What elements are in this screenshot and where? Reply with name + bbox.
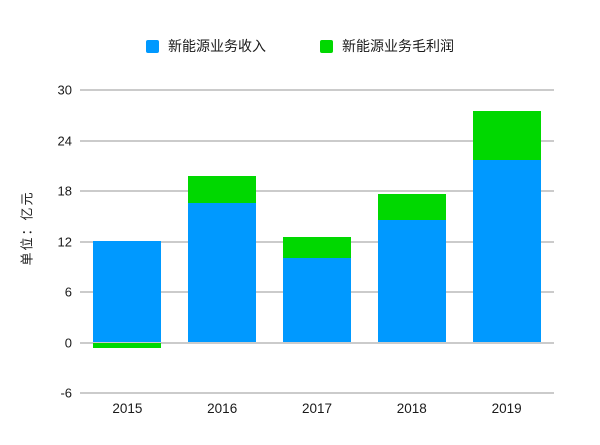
bar-2018-gross-profit — [377, 193, 446, 221]
legend-swatch-gross-profit — [320, 39, 333, 53]
gridline-24 — [80, 139, 554, 142]
bar-2017-revenue — [283, 258, 351, 343]
legend-label-gross-profit: 新能源业务毛利润 — [342, 38, 454, 54]
bar-2015-gross-profit — [93, 342, 162, 348]
plot-area: 30 24 18 12 6 0 -6 2015 2016 2017 2018 2019 — [58, 84, 554, 416]
gridline-0 — [80, 341, 554, 344]
y-tick-label-12: 12 — [57, 234, 72, 249]
x-axis-label-2019: 2019 — [491, 401, 522, 416]
x-axis-label-2018: 2018 — [396, 401, 427, 416]
y-tick-label-18: 18 — [57, 183, 72, 199]
legend-item-gross-profit: 新能源业务毛利润 — [320, 36, 454, 56]
bar-2016-revenue — [188, 202, 257, 343]
gridline-30 — [80, 89, 554, 91]
legend-label-revenue: 新能源业务收入 — [168, 38, 266, 54]
x-axis-label-2015: 2015 — [112, 401, 143, 416]
x-axis-label-2016: 2016 — [207, 401, 238, 416]
bar-2018-revenue — [377, 220, 446, 343]
y-tick-label-24: 24 — [57, 133, 72, 148]
gridline--6 — [80, 392, 554, 394]
bar-2015-revenue — [93, 240, 162, 343]
legend-swatch-revenue — [146, 39, 159, 53]
y-tick-label-30: 30 — [57, 82, 72, 98]
bar-2016-gross-profit — [188, 175, 257, 203]
y-tick-label-6: 6 — [64, 284, 72, 300]
bar-2019-revenue — [472, 159, 541, 343]
y-tick-label-0: 0 — [64, 335, 72, 350]
y-tick-label--6: -6 — [60, 385, 72, 401]
legend-item-revenue: 新能源业务收入 — [146, 36, 266, 56]
legend: 新能源业务收入 新能源业务毛利润 — [0, 36, 600, 56]
bar-2019-gross-profit — [472, 111, 541, 160]
bar-2017-gross-profit — [283, 237, 351, 259]
y-axis-title: 单位：亿元 — [19, 190, 35, 266]
x-axis-label-2017: 2017 — [301, 401, 333, 416]
gridline-18 — [80, 190, 554, 192]
